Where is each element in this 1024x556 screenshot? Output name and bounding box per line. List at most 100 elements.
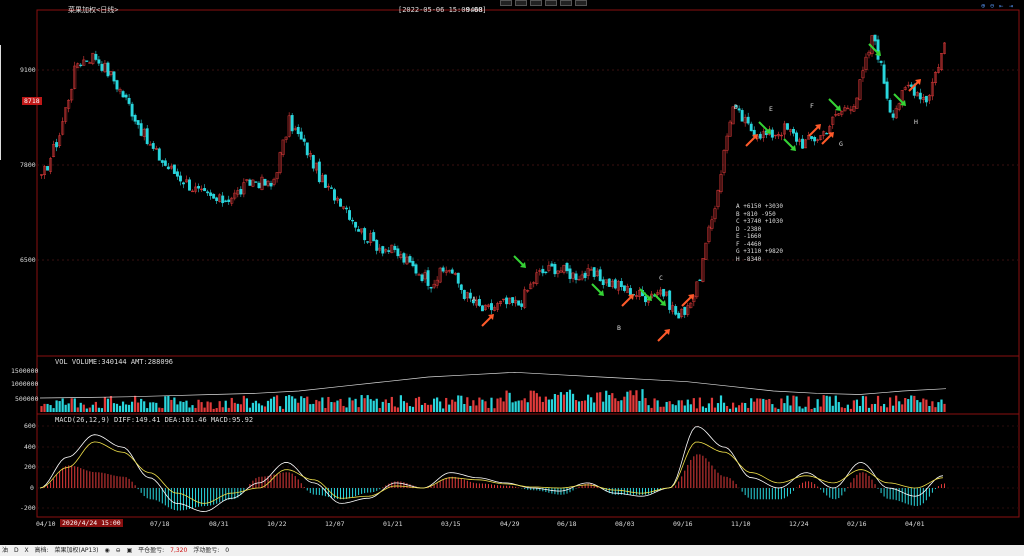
volume-bar <box>463 403 466 412</box>
volume-bar <box>197 399 200 412</box>
candlestick-series <box>40 34 946 319</box>
status-icon-1[interactable]: ◉ <box>104 547 110 554</box>
volume-bar <box>124 404 128 412</box>
candle <box>936 63 940 74</box>
zoom-in-icon[interactable]: ⊕ <box>981 2 986 10</box>
volume-bar <box>390 396 393 412</box>
volume-bar <box>680 400 683 412</box>
candle <box>287 112 291 138</box>
candle <box>592 266 596 280</box>
candle <box>363 226 367 244</box>
candle <box>248 178 252 186</box>
volume-bar <box>698 397 701 412</box>
candle <box>203 184 207 192</box>
candle <box>82 55 86 66</box>
summary-line-b: B +810 -950 <box>736 210 776 218</box>
x-label-14: 04/01 <box>905 520 925 528</box>
zoom-out-icon[interactable]: ⊖ <box>990 2 995 10</box>
candle <box>930 78 934 101</box>
volume-bar <box>439 401 442 412</box>
volume-bar <box>710 397 714 412</box>
toolbar-button-1[interactable] <box>500 0 512 6</box>
candle <box>496 301 499 312</box>
candle <box>218 193 222 203</box>
status-contract[interactable]: 菜果加权(AP13) <box>54 547 99 554</box>
status-item-2[interactable]: X <box>24 547 29 554</box>
volume-bar <box>750 398 753 412</box>
status-float-pl-value: 0 <box>225 547 230 554</box>
candle <box>713 205 717 223</box>
volume-bar <box>61 398 64 412</box>
volume-bar <box>103 397 107 412</box>
volume-bar <box>454 401 457 412</box>
candle <box>314 162 318 174</box>
x-label-5: 01/21 <box>383 520 403 528</box>
candle <box>139 119 143 137</box>
cursor-price: 9468 <box>466 6 483 14</box>
volume-bar <box>164 396 167 412</box>
candle <box>269 180 273 190</box>
candle <box>456 272 460 288</box>
candle <box>221 192 225 207</box>
volume-bar <box>919 402 922 412</box>
volume-bar <box>233 402 236 412</box>
toolbar-button-5[interactable] <box>560 0 572 6</box>
toolbar-button-4[interactable] <box>545 0 557 6</box>
volume-bar <box>46 403 49 412</box>
volume-bar <box>789 405 792 412</box>
marker-g: G <box>839 140 843 148</box>
volume-bar <box>227 407 230 412</box>
volume-bar <box>532 390 535 412</box>
candle <box>816 138 820 143</box>
volume-bar <box>357 407 360 412</box>
volume-bar <box>405 402 409 412</box>
volume-bar <box>795 396 798 412</box>
candle <box>562 264 566 275</box>
x-label-6: 03/15 <box>441 520 461 528</box>
volume-bar <box>263 406 267 412</box>
volume-bar <box>224 400 227 412</box>
status-item-1[interactable]: D <box>13 547 19 554</box>
candle <box>215 196 219 204</box>
candle <box>43 164 46 179</box>
candle <box>837 113 841 117</box>
candle <box>308 150 312 160</box>
arrow-right-icon[interactable]: ⇥ <box>1009 2 1014 10</box>
candle <box>151 141 155 151</box>
volume-bar <box>185 400 188 412</box>
candle <box>160 159 164 167</box>
candle <box>804 138 808 149</box>
volume-bar <box>402 401 406 412</box>
buy-arrow-icon <box>808 124 821 137</box>
status-icon-2[interactable]: ⊖ <box>115 547 121 554</box>
volume-bar <box>282 408 285 412</box>
status-item-0[interactable]: 油 <box>2 547 9 554</box>
volume-bar <box>330 402 333 412</box>
toolbar-button-3[interactable] <box>530 0 542 6</box>
arrow-left-icon[interactable]: ⇤ <box>999 2 1004 10</box>
volume-bar <box>369 399 372 412</box>
candle <box>453 271 457 276</box>
volume-bar <box>481 399 484 412</box>
toolbar-button-6[interactable] <box>575 0 587 6</box>
status-icon-3[interactable]: ▣ <box>126 547 133 554</box>
candle <box>233 189 237 201</box>
candle <box>674 304 678 316</box>
candle <box>867 50 871 59</box>
volume-bar <box>574 400 578 412</box>
volume-bar <box>571 393 575 412</box>
candle <box>625 283 629 293</box>
candle <box>242 178 246 198</box>
volume-bar <box>260 405 264 412</box>
candle <box>266 179 270 188</box>
buy-arrow-icon <box>681 294 694 307</box>
macd-panel-frame <box>36 413 1020 518</box>
toolbar-button-2[interactable] <box>515 0 527 6</box>
volume-bar <box>417 396 421 412</box>
volume-bars <box>40 389 946 412</box>
candle <box>502 298 506 303</box>
candle <box>381 245 385 257</box>
candle <box>366 240 370 245</box>
x-label-2: 08/31 <box>209 520 229 528</box>
